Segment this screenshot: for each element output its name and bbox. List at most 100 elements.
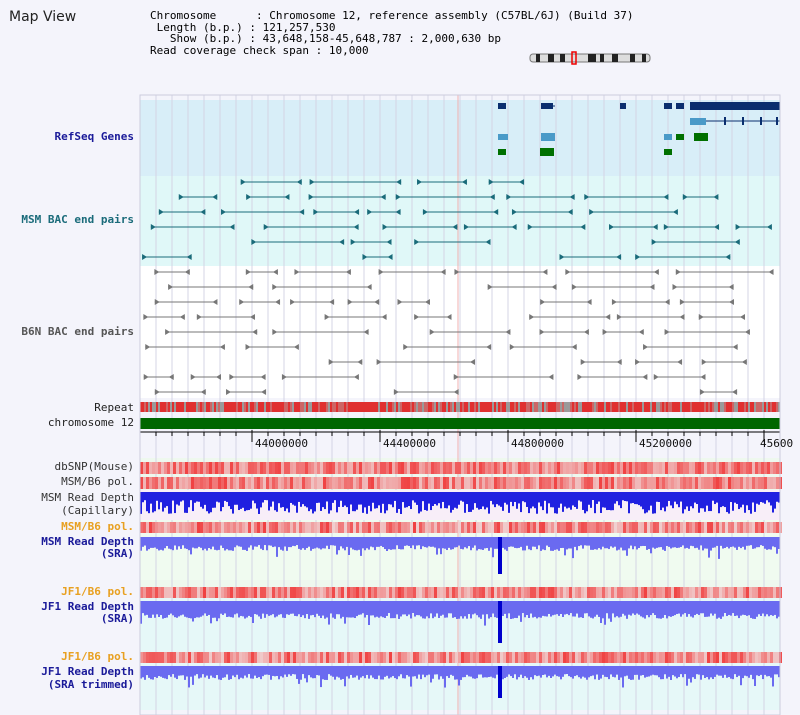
depth-bar [224,601,226,614]
track-label-dbsnp[interactable]: dbSNP(Mouse) [54,460,134,473]
polymorphism-cell [416,587,419,598]
depth-bar [450,666,452,675]
depth-bar [688,666,690,679]
depth-bar [304,537,306,550]
repeat-segment [368,402,370,412]
polymorphism-cell [554,462,557,474]
polymorphism-cell [623,522,626,533]
polymorphism-cell [536,587,539,598]
track-label-chromosome[interactable]: chromosome 12 [47,416,134,429]
depth-bar [204,537,206,549]
polymorphism-cell [242,462,245,474]
depth-bar [526,537,528,546]
depth-bar [708,601,710,617]
track-label-jf1-depth-trim-1[interactable]: JF1 Read Depth [41,665,134,678]
depth-bar [446,601,448,618]
polymorphism-cell [620,587,623,598]
depth-bar [170,666,172,677]
depth-bar [560,601,562,614]
track-label-msm-b6-pol-1[interactable]: MSM/B6 pol. [61,475,134,488]
depth-bar [240,492,242,509]
polymorphism-cell [290,522,293,533]
depth-bar [512,492,514,507]
depth-bar [570,601,572,614]
bac-end-marker [567,209,573,215]
depth-bar [510,666,512,677]
depth-bar [580,601,582,618]
polymorphism-cell [455,652,458,663]
depth-bar [552,537,554,551]
track-label-msm-b6-pol-2[interactable]: MSM/B6 pol. [61,520,134,533]
polymorphism-cell [761,652,764,663]
depth-bar [714,492,716,505]
repeat-segment [354,402,356,412]
track-label-repeat[interactable]: Repeat [94,401,134,414]
polymorphism-cell [218,462,221,474]
ideogram-position [571,51,577,65]
depth-bar [680,492,682,502]
polymorphism-cell [476,522,479,533]
track-label-jf1-b6-pol-1[interactable]: JF1/B6 pol. [61,585,134,598]
polymorphism-cell [713,477,716,489]
polymorphism-cell [485,477,488,489]
track-label-refseq[interactable]: RefSeq Genes [54,130,134,143]
polymorphism-cell [710,587,713,598]
polymorphism-cell [158,477,161,489]
polymorphism-cell [245,462,248,474]
track-label-jf1-b6-pol-2[interactable]: JF1/B6 pol. [61,650,134,663]
depth-bar [474,537,476,546]
polymorphism-cell [491,522,494,533]
depth-bar [482,601,484,615]
depth-bar [494,601,496,618]
repeat-segment [550,402,552,412]
polymorphism-cell [497,462,500,474]
depth-bar [346,666,348,677]
polymorphism-cell [281,477,284,489]
polymorphism-cell [725,522,728,533]
depth-bar [486,492,488,508]
repeat-segment [774,402,776,412]
depth-bar [164,601,166,618]
depth-bar [162,537,164,551]
polymorphism-cell [182,522,185,533]
polymorphism-cell [764,462,767,474]
depth-bar [622,666,624,688]
polymorphism-cell [641,462,644,474]
track-label-jf1-depth-1[interactable]: JF1 Read Depth [41,600,134,613]
depth-bar [578,601,580,618]
depth-bar [174,537,176,546]
depth-bar [166,666,168,680]
polymorphism-cell [434,587,437,598]
depth-bar [460,492,462,501]
track-label-msm-depth-capillary-1[interactable]: MSM Read Depth [41,491,134,504]
polymorphism-cell [143,587,146,598]
depth-bar [700,537,702,546]
polymorphism-cell [167,477,170,489]
polymorphism-cell [344,652,347,663]
polymorphism-cell [212,462,215,474]
depth-bar [260,537,262,549]
bac-end-marker [215,374,221,380]
repeat-segment [216,402,218,412]
track-label-msm-depth-sra-1[interactable]: MSM Read Depth [41,535,134,548]
polymorphism-cell [275,652,278,663]
polymorphism-cell [566,522,569,533]
depth-bar [456,492,458,509]
track-label-b6n-bac[interactable]: B6N BAC end pairs [21,325,134,338]
track-label-msm-bac[interactable]: MSM BAC end pairs [21,213,134,226]
depth-bar [414,492,416,503]
depth-bar [454,601,456,618]
depth-bar [744,601,746,616]
polymorphism-cell [530,652,533,663]
depth-bar [476,492,478,508]
polymorphism-cell [644,522,647,533]
depth-bar [620,537,622,548]
depth-bar [190,537,192,555]
repeat-segment [520,402,522,412]
depth-bar [276,492,278,512]
polymorphism-cell [380,477,383,489]
repeat-segment [228,402,230,412]
depth-bar [366,537,368,549]
repeat-segment [646,402,648,412]
